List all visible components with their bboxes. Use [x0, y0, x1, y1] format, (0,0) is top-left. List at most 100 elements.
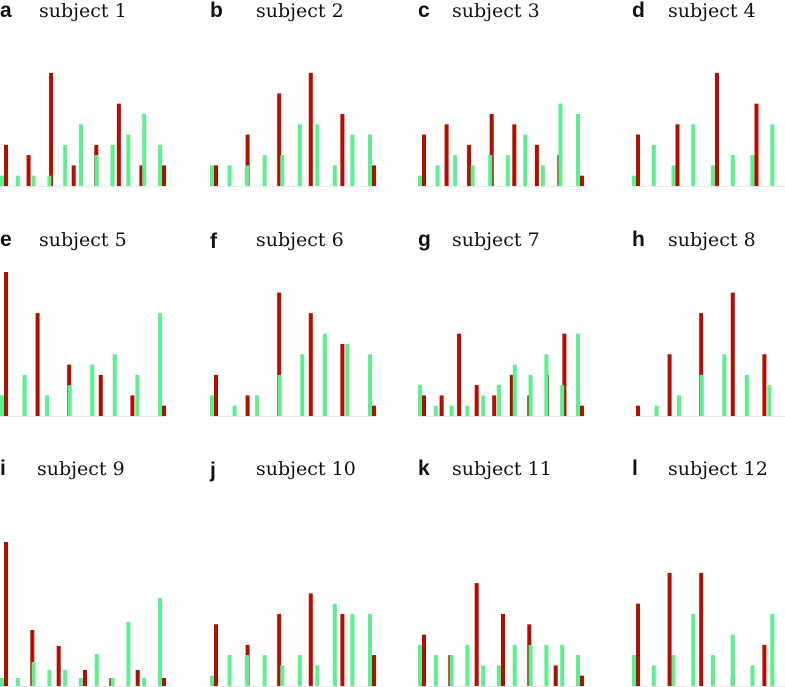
green-bar: [544, 354, 549, 416]
green-bar: [110, 678, 115, 686]
green-bar: [671, 655, 676, 686]
panel-title: subject 2: [256, 0, 344, 22]
green-bar: [210, 395, 214, 416]
chart-panel-l: l subject 12: [632, 458, 785, 687]
green-bar: [691, 614, 696, 686]
green-bar: [481, 395, 486, 416]
green-bar: [449, 405, 454, 416]
red-bar: [214, 165, 218, 186]
red-bar: [667, 354, 672, 416]
green-bar: [297, 655, 302, 686]
green-bar: [297, 124, 302, 186]
green-bar: [232, 405, 237, 416]
red-bar: [277, 614, 282, 686]
panel-letter: i: [0, 457, 6, 480]
green-bar: [94, 155, 99, 186]
green-bar: [512, 644, 517, 686]
green-bar: [345, 344, 350, 416]
green-bar: [433, 405, 438, 416]
red-bar: [580, 175, 584, 186]
green-bar: [433, 655, 438, 686]
red-bar: [501, 614, 505, 686]
green-bar: [0, 395, 4, 416]
panel-title: subject 3: [452, 0, 540, 22]
green-bar: [15, 175, 20, 186]
bar-plot: [0, 272, 166, 417]
red-bar: [162, 405, 166, 416]
green-bar: [671, 165, 676, 186]
green-bar: [651, 665, 656, 686]
chart-panel-j: j subject 10: [210, 458, 406, 687]
panel-title: subject 6: [256, 229, 344, 251]
red-bar: [699, 572, 704, 686]
green-bar: [699, 374, 704, 416]
green-bar: [750, 665, 755, 686]
green-bar: [255, 395, 260, 416]
red-bar: [35, 313, 40, 416]
green-bar: [632, 175, 636, 186]
green-bar: [79, 124, 83, 186]
green-bar: [315, 124, 320, 186]
green-bar: [576, 333, 580, 416]
green-bar: [227, 165, 232, 186]
green-bar: [770, 124, 775, 186]
red-bar: [754, 103, 759, 186]
bar-plot: [418, 103, 584, 187]
green-bar: [22, 374, 27, 416]
panel-letter: b: [210, 0, 223, 22]
green-bar: [767, 385, 772, 416]
red-bar: [245, 134, 250, 186]
green-bar: [418, 385, 422, 416]
panel-title: subject 1: [39, 0, 127, 22]
green-bar: [280, 665, 285, 686]
red-bar: [116, 103, 121, 186]
green-bar: [418, 175, 422, 186]
red-bar: [277, 93, 282, 186]
bar-plot: [632, 572, 785, 687]
red-bar: [4, 272, 8, 416]
green-bar: [560, 385, 565, 416]
green-bar: [368, 134, 372, 186]
red-bar: [162, 678, 166, 686]
red-bar: [422, 395, 426, 416]
green-bar: [368, 614, 372, 686]
green-bar: [15, 678, 20, 686]
green-bar: [711, 165, 715, 186]
red-bar: [4, 144, 8, 186]
chart-panel-a: a subject 1: [0, 0, 196, 229]
green-bar: [227, 655, 232, 686]
green-bar: [112, 354, 117, 416]
red-bar: [636, 405, 640, 416]
red-bar: [553, 665, 558, 686]
red-bar: [509, 374, 514, 416]
green-bar: [435, 165, 440, 186]
green-bar: [744, 374, 749, 416]
panel-letter: l: [632, 457, 638, 480]
green-bar: [654, 405, 659, 416]
green-bar: [94, 654, 99, 686]
bar-plot: [418, 333, 584, 417]
panel-letter: k: [418, 457, 430, 480]
red-bar: [30, 630, 35, 686]
red-bar: [372, 405, 376, 416]
red-bar: [245, 395, 250, 416]
green-bar: [465, 405, 470, 416]
panel-title: subject 4: [668, 0, 756, 22]
red-bar: [580, 675, 584, 686]
green-bar: [45, 395, 50, 416]
red-bar: [439, 395, 444, 416]
red-bar: [444, 124, 449, 186]
panel-title: subject 7: [452, 229, 540, 251]
green-bar: [560, 644, 565, 686]
red-bar: [83, 670, 87, 686]
green-bar: [368, 354, 372, 416]
green-bar: [262, 155, 267, 186]
green-bar: [576, 655, 580, 686]
panel-letter: g: [418, 228, 431, 251]
green-bar: [158, 598, 162, 686]
green-bar: [730, 155, 735, 186]
green-bar: [512, 364, 517, 416]
red-bar: [492, 395, 497, 416]
green-bar: [497, 385, 501, 416]
green-bar: [632, 655, 636, 686]
